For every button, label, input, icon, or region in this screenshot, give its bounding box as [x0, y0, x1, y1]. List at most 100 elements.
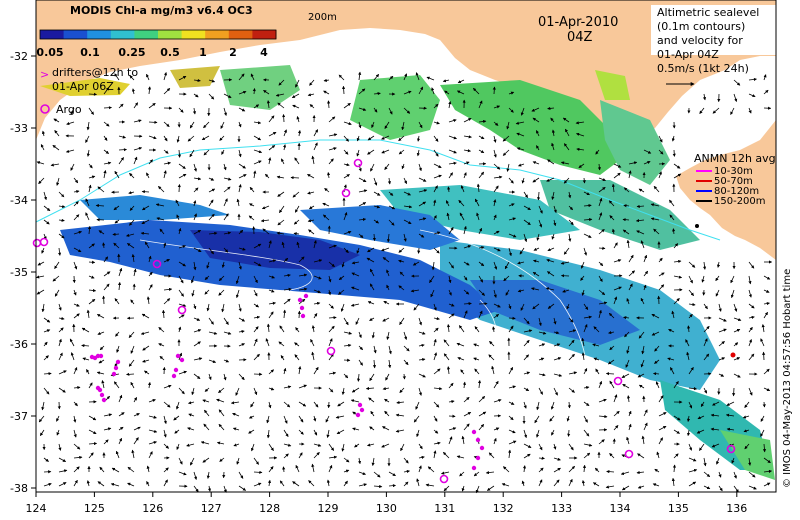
velocity-arrow — [43, 355, 49, 361]
velocity-arrow — [448, 261, 454, 269]
velocity-arrow — [418, 373, 426, 378]
velocity-arrow — [351, 286, 360, 291]
velocity-arrow — [128, 331, 135, 339]
velocity-arrow — [73, 289, 77, 296]
velocity-arrow — [626, 297, 630, 305]
velocity-arrow — [593, 326, 600, 333]
velocity-arrow — [628, 161, 638, 165]
velocity-arrow — [268, 369, 274, 375]
velocity-arrow — [88, 382, 93, 389]
velocity-arrow — [396, 400, 405, 405]
velocity-arrow — [146, 296, 150, 305]
velocity-arrow — [313, 259, 323, 263]
velocity-arrow — [206, 303, 210, 312]
velocity-arrow — [58, 327, 64, 333]
velocity-arrow — [748, 353, 755, 361]
velocity-arrow — [201, 135, 210, 141]
velocity-arrow — [328, 371, 337, 375]
velocity-arrow — [38, 415, 45, 423]
velocity-arrow — [733, 317, 742, 322]
velocity-arrow — [625, 359, 630, 368]
velocity-arrow — [669, 214, 675, 221]
altimetry-legend-box — [651, 5, 776, 55]
velocity-arrow — [88, 288, 97, 293]
velocity-arrow — [463, 225, 467, 235]
velocity-arrow — [583, 217, 593, 222]
velocity-arrow — [718, 317, 727, 322]
velocity-arrow — [523, 339, 530, 347]
velocity-arrow — [651, 331, 660, 336]
velocity-arrow — [418, 86, 424, 95]
velocity-arrow — [493, 175, 503, 179]
velocity-arrow — [580, 261, 585, 269]
velocity-arrow — [298, 287, 308, 291]
velocity-arrow — [673, 298, 680, 305]
velocity-arrow — [366, 257, 375, 263]
velocity-arrow — [433, 174, 442, 179]
velocity-arrow — [372, 359, 377, 369]
velocity-arrow — [433, 368, 441, 375]
velocity-arrow — [398, 259, 405, 263]
velocity-arrow — [536, 145, 540, 151]
velocity-arrow — [265, 338, 270, 347]
velocity-arrow — [688, 387, 698, 391]
colorbar-swatch — [181, 30, 206, 39]
velocity-arrow — [652, 372, 660, 376]
velocity-arrow — [463, 118, 472, 123]
velocity-arrow — [343, 343, 352, 348]
velocity-arrow — [88, 243, 95, 249]
velocity-arrow — [58, 191, 65, 198]
velocity-arrow — [583, 401, 590, 407]
velocity-arrow — [748, 387, 753, 396]
velocity-arrow — [311, 351, 315, 361]
velocity-arrow — [238, 163, 246, 169]
velocity-arrow — [568, 329, 577, 333]
velocity-arrow — [403, 107, 411, 114]
velocity-arrow — [583, 303, 589, 311]
velocity-arrow — [208, 177, 215, 181]
velocity-arrow — [583, 324, 588, 333]
velocity-arrow — [253, 338, 258, 347]
velocity-arrow — [371, 121, 375, 129]
sealevel-contour-1 — [139, 239, 313, 292]
velocity-arrow — [261, 205, 270, 210]
velocity-arrow — [478, 261, 485, 267]
velocity-arrow — [415, 72, 420, 81]
velocity-arrow — [298, 384, 307, 389]
velocity-arrow — [141, 313, 150, 319]
velocity-arrow — [328, 261, 335, 268]
velocity-arrow — [350, 303, 360, 307]
velocity-arrow — [193, 247, 202, 253]
velocity-arrow — [86, 149, 90, 157]
velocity-arrow — [547, 247, 555, 252]
velocity-arrow — [613, 286, 622, 291]
velocity-arrow — [685, 339, 690, 347]
velocity-arrow — [628, 283, 633, 291]
velocity-arrow — [493, 214, 497, 221]
velocity-arrow — [277, 102, 285, 109]
velocity-arrow — [253, 104, 260, 109]
velocity-arrow — [142, 345, 150, 351]
velocity-arrow — [328, 303, 334, 309]
velocity-arrow — [238, 303, 242, 312]
velocity-arrow — [341, 387, 345, 396]
velocity-arrow — [523, 354, 529, 361]
velocity-arrow — [208, 331, 218, 335]
velocity-arrow — [403, 345, 410, 352]
velocity-arrow — [322, 202, 330, 207]
velocity-arrow — [129, 219, 135, 226]
velocity-arrow — [141, 205, 150, 211]
velocity-arrow — [117, 281, 122, 291]
velocity-arrow — [550, 117, 555, 123]
velocity-arrow — [103, 413, 113, 417]
velocity-arrow — [294, 205, 300, 213]
velocity-arrow — [313, 289, 321, 294]
velocity-arrow — [418, 121, 423, 129]
velocity-arrow — [291, 93, 300, 99]
velocity-arrow — [235, 275, 240, 285]
velocity-arrow — [488, 354, 495, 361]
velocity-arrow — [297, 129, 302, 137]
velocity-arrow — [161, 309, 166, 319]
velocity-arrow — [147, 381, 152, 389]
velocity-arrow — [309, 104, 315, 109]
